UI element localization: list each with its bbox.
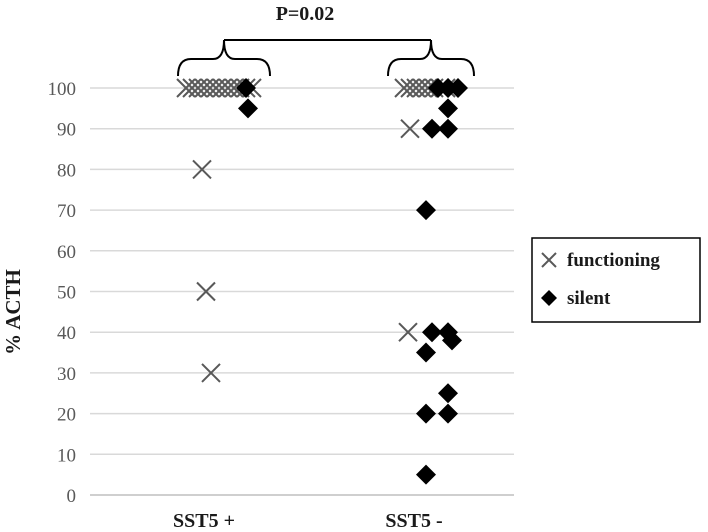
silent-marker (238, 98, 258, 119)
y-tick-label: 20 (57, 405, 76, 426)
category-label: SST5 - (385, 510, 442, 532)
bracket-right (387, 39, 475, 77)
y-tick-label: 30 (57, 364, 76, 385)
y-tick-label: 80 (57, 160, 76, 181)
category-label: SST5 + (173, 510, 235, 532)
y-tick-label: 10 (57, 445, 76, 466)
legend-label: functioning (567, 250, 660, 271)
silent-marker (416, 342, 436, 363)
silent-marker (541, 290, 557, 306)
legend: functioning silent (531, 237, 701, 323)
category-labels: SST5 + SST5 - (173, 510, 443, 532)
functioning-marker (196, 281, 216, 302)
functioning-marker (541, 252, 557, 268)
data-markers (176, 78, 468, 485)
silent-marker (416, 200, 436, 221)
functioning-marker (192, 159, 212, 180)
y-tick-label: 0 (67, 486, 77, 507)
legend-label: silent (567, 288, 611, 309)
functioning-marker (400, 118, 420, 139)
bracket-left (177, 39, 271, 77)
silent-marker (438, 383, 458, 404)
silent-marker (422, 322, 442, 343)
silent-marker (448, 78, 468, 98)
y-tick-labels: 0 10 20 30 40 50 60 70 80 90 100 (48, 79, 77, 507)
silent-marker (442, 330, 462, 351)
silent-marker (416, 464, 436, 485)
y-tick-label: 100 (48, 79, 77, 100)
silent-marker (438, 98, 458, 119)
silent-marker (438, 118, 458, 139)
silent-marker (416, 403, 436, 424)
y-tick-label: 40 (57, 323, 76, 344)
functioning-marker (398, 322, 418, 342)
gridlines (90, 87, 514, 496)
y-tick-label: 90 (57, 120, 76, 141)
silent-marker (422, 118, 442, 139)
y-tick-label: 60 (57, 242, 76, 263)
p-value-annotation: P=0.02 (276, 3, 335, 25)
legend-box (531, 237, 701, 323)
y-tick-label: 70 (57, 201, 76, 222)
silent-marker (236, 78, 256, 98)
y-tick-label: 50 (57, 283, 76, 304)
y-axis-title: % ACTH (1, 269, 25, 355)
silent-marker (438, 403, 458, 424)
functioning-marker (201, 363, 221, 383)
